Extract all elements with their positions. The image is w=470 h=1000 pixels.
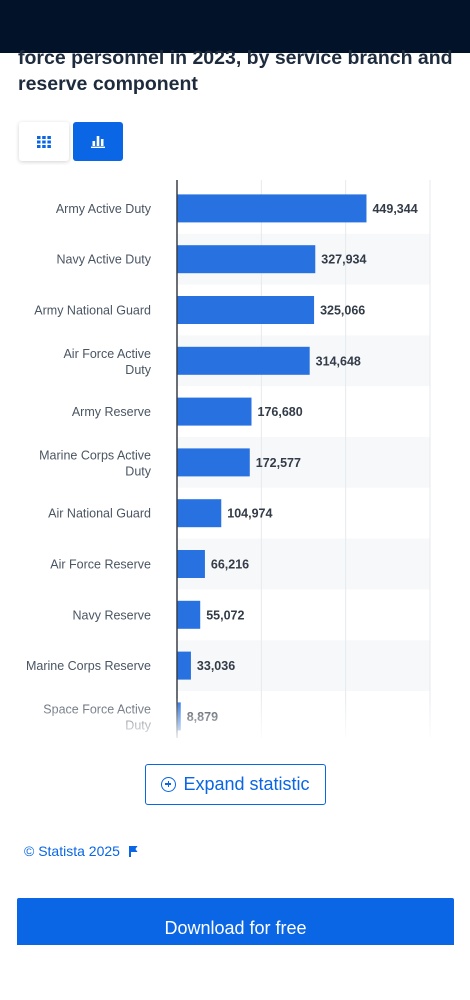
value-label: 66,216 — [211, 558, 249, 572]
bar-army-national-guard[interactable] — [177, 296, 315, 324]
category-label: Air Force Active Duty — [63, 347, 151, 377]
download-label: Download for free — [164, 918, 307, 938]
bar-marine-corps-reserve[interactable] — [177, 651, 191, 680]
chart-view-button[interactable] — [73, 122, 123, 161]
category-label: Air National Guard — [48, 507, 151, 521]
value-label: 55,072 — [206, 608, 244, 622]
value-label: 172,577 — [256, 456, 301, 470]
chart-fade-overlay — [0, 698, 470, 740]
grid-icon — [37, 135, 51, 148]
chart-title: force personnel in 2023, by service bran… — [18, 30, 463, 100]
table-view-button[interactable] — [19, 122, 69, 161]
category-label: Army Active Duty — [56, 202, 152, 216]
bar-navy-reserve[interactable] — [177, 600, 201, 629]
category-label: Air Force Reserve — [50, 558, 151, 572]
bar-chart-icon — [91, 136, 105, 148]
source-link[interactable]: © Statista 2025 — [24, 843, 138, 859]
category-label: Navy Reserve — [73, 608, 152, 622]
category-label: Navy Active Duty — [57, 253, 152, 267]
bar-air-force-active-duty[interactable] — [177, 346, 310, 375]
bar-navy-active-duty[interactable] — [177, 245, 316, 274]
category-label: Army Reserve — [72, 405, 151, 419]
value-label: 325,066 — [320, 304, 365, 318]
value-label: 33,036 — [197, 659, 235, 673]
top-navigation-bar — [0, 0, 470, 53]
expand-statistic-button[interactable]: Expand statistic — [145, 764, 326, 805]
chart-title-text: force personnel in 2023, by service bran… — [18, 45, 453, 97]
plus-circle-icon — [161, 777, 177, 792]
view-toggle — [19, 122, 123, 161]
value-label: 449,344 — [372, 202, 417, 216]
category-label: Marine Corps Reserve — [26, 659, 151, 673]
expand-statistic-label: Expand statistic — [183, 774, 310, 794]
bar-air-force-reserve[interactable] — [177, 550, 205, 578]
chart-title-line-2: reserve component — [18, 73, 198, 95]
download-button[interactable]: Download for free — [17, 898, 454, 945]
bar-chart: Army Active Duty Navy Active Duty Army Nat… — [0, 180, 470, 740]
category-label: Army National Guard — [34, 304, 151, 318]
bar-army-active-duty[interactable] — [177, 194, 367, 223]
value-label: 327,934 — [321, 253, 366, 267]
row-band — [177, 640, 430, 691]
source-label: © Statista 2025 — [24, 843, 120, 859]
flag-icon[interactable] — [128, 845, 138, 857]
bar-air-national-guard[interactable] — [177, 499, 222, 528]
chart-title-line-1: force personnel in 2023, by service bran… — [18, 47, 453, 69]
value-label: 314,648 — [316, 354, 361, 368]
value-label: 104,974 — [227, 507, 272, 521]
bar-army-reserve[interactable] — [177, 397, 252, 426]
row-band — [177, 538, 430, 590]
category-label: Marine Corps Active Duty — [39, 448, 152, 478]
value-label: 176,680 — [258, 405, 303, 419]
bar-marine-corps-active-duty[interactable] — [177, 448, 250, 477]
